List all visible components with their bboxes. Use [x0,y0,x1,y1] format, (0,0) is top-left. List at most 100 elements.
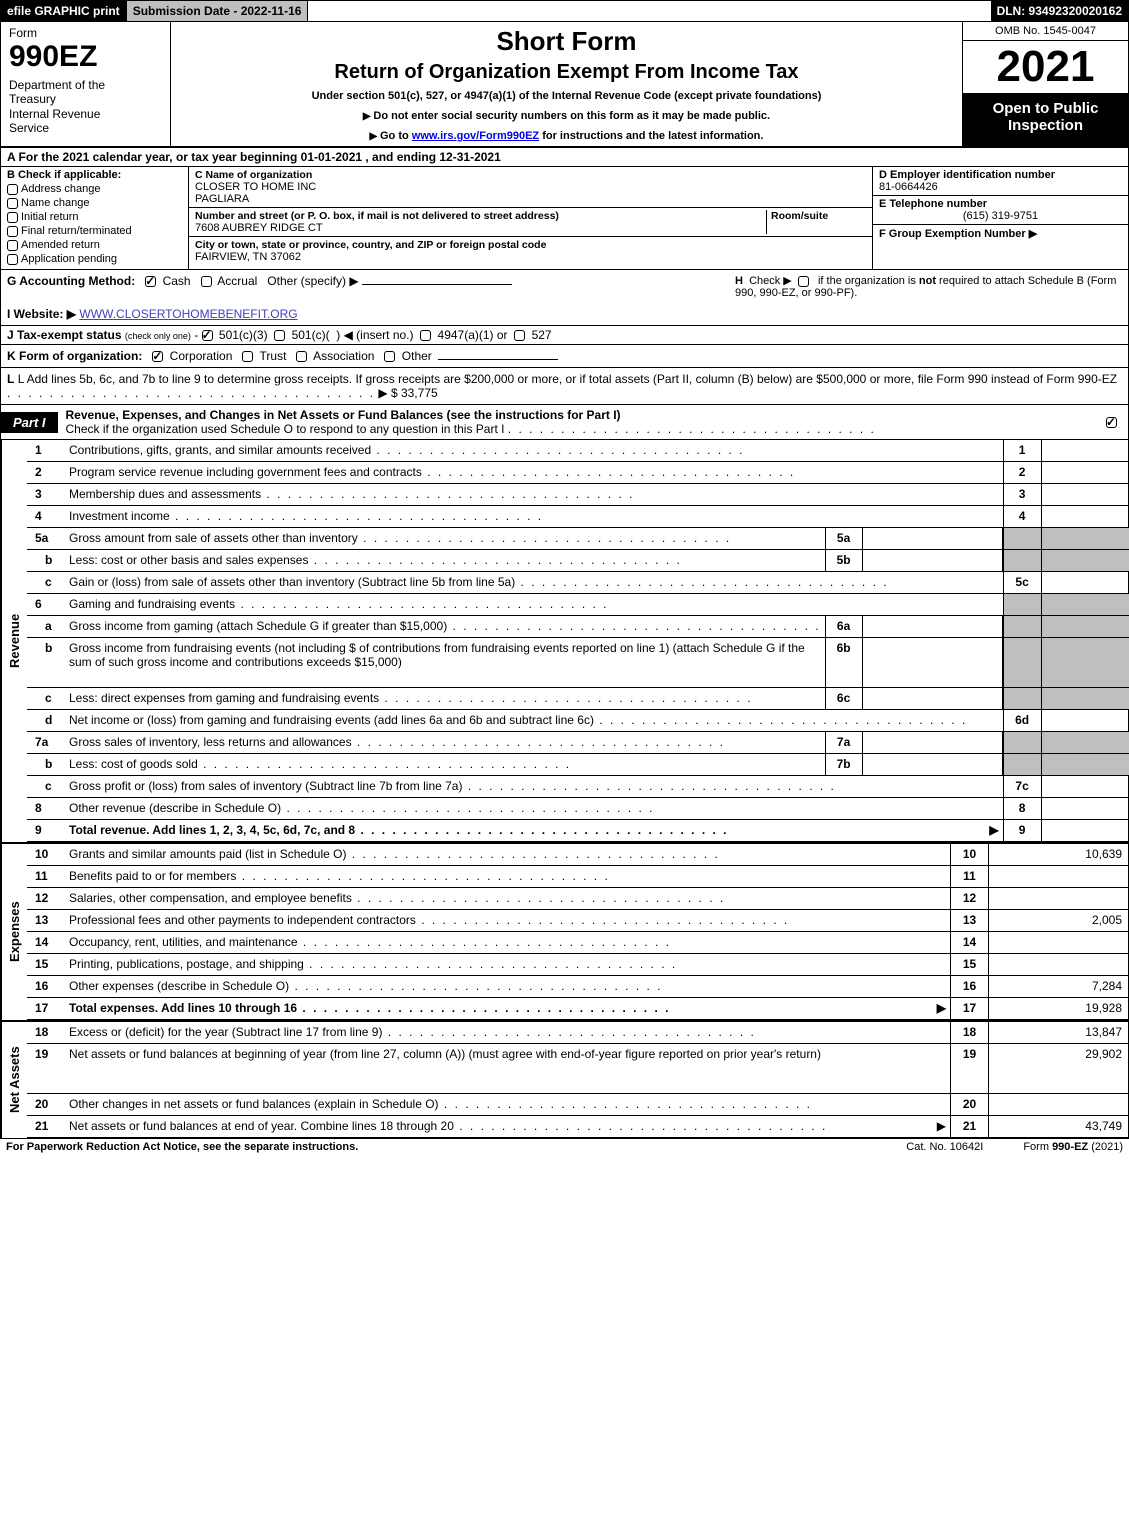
chk-501c3[interactable] [202,330,213,341]
line-row: 19Net assets or fund balances at beginni… [27,1044,1128,1094]
irs-link[interactable]: www.irs.gov/Form990EZ [412,130,539,142]
line-row: cGross profit or (loss) from sales of in… [27,776,1129,798]
submission-date: Submission Date - 2022-11-16 [127,1,309,21]
cell-number: 4 [1003,506,1041,527]
cell-number: 9 [1003,820,1041,841]
line-number: 5a [27,528,65,549]
j-sub: (check only one) [125,331,191,341]
inner-cell-num: 6a [825,616,863,637]
l-value: ▶ $ 33,775 [378,386,437,400]
org-addr-block: Number and street (or P. O. box, if mail… [189,208,872,237]
chk-other-org[interactable] [384,351,395,362]
cell-number: 16 [950,976,988,997]
line-number: 11 [27,866,65,887]
chk-corporation[interactable] [152,351,163,362]
ein-value: 81-0664426 [879,181,1122,193]
line-row: 7aGross sales of inventory, less returns… [27,732,1129,754]
chk-address-change[interactable]: Address change [7,183,182,195]
cell-value [1041,688,1129,709]
cell-number: 20 [950,1094,988,1115]
line-number: 16 [27,976,65,997]
line-description: Printing, publications, postage, and shi… [65,954,950,975]
net-assets-label: Net Assets [1,1022,27,1138]
line-row: bLess: cost or other basis and sales exp… [27,550,1129,572]
chk-4947[interactable] [420,330,431,341]
footer-right: Form 990-EZ (2021) [1023,1141,1123,1153]
chk-final-return[interactable]: Final return/terminated [7,225,182,237]
dln-label: DLN: 93492320020162 [991,1,1128,21]
line-description: Investment income [65,506,1003,527]
cell-value [1041,550,1129,571]
header-right: OMB No. 1545-0047 2021 Open to Public In… [963,22,1128,146]
chk-amended-return[interactable]: Amended return [7,239,182,251]
section-h: H Check ▶ if the organization is not req… [727,274,1122,299]
line-number: 18 [27,1022,65,1043]
line-description: Total expenses. Add lines 10 through 16 … [65,998,950,1019]
chk-name-change[interactable]: Name change [7,197,182,209]
chk-initial-return[interactable]: Initial return [7,211,182,223]
line-row: 20Other changes in net assets or fund ba… [27,1094,1128,1116]
form-org-row: K Form of organization: Corporation Trus… [1,345,1128,368]
i-label: I Website: ▶ [7,307,76,321]
line-row: 14Occupancy, rent, utilities, and mainte… [27,932,1128,954]
line-number: 13 [27,910,65,931]
line-description: Gross income from fundraising events (no… [65,638,825,687]
inner-cell-num: 6b [825,638,863,687]
cell-value: 29,902 [988,1044,1128,1093]
org-name-block: C Name of organization CLOSER TO HOME IN… [189,167,872,208]
chk-association[interactable] [296,351,307,362]
line-number: 21 [27,1116,65,1137]
header-left: Form 990EZ Department of theTreasuryInte… [1,22,171,146]
line-description: Total revenue. Add lines 1, 2, 3, 4, 5c,… [65,820,1003,841]
chk-accrual[interactable] [201,276,212,287]
line-number: 19 [27,1044,65,1093]
part-1-header: Part I Revenue, Expenses, and Changes in… [0,405,1129,440]
line-description: Gaming and fundraising events [65,594,1003,615]
cell-value: 2,005 [988,910,1128,931]
chk-application-pending[interactable]: Application pending [7,253,182,265]
chk-schedule-b[interactable] [798,276,809,287]
cell-value [988,954,1128,975]
cell-value [1041,798,1129,819]
cell-number: 13 [950,910,988,931]
line-number: 2 [27,462,65,483]
line-row: 3Membership dues and assessments3 [27,484,1129,506]
cell-value: 33,775 [1041,440,1129,461]
chk-cash[interactable] [145,276,156,287]
cell-value [1041,594,1129,615]
form-word: Form [9,26,162,40]
chk-501c[interactable] [274,330,285,341]
cell-number [1003,688,1041,709]
footer-center: Cat. No. 10642I [866,1141,1023,1153]
header-mid: Short Form Return of Organization Exempt… [171,22,963,146]
revenue-label: Revenue [1,440,27,842]
phone-label: E Telephone number [879,198,1122,210]
cell-value [988,888,1128,909]
cell-number [1003,594,1041,615]
inner-cell-num: 5a [825,528,863,549]
addr-label: Number and street (or P. O. box, if mail… [195,210,766,222]
line-number: 14 [27,932,65,953]
expenses-section: Expenses 10Grants and similar amounts pa… [0,844,1129,1022]
section-c: C Name of organization CLOSER TO HOME IN… [189,167,873,269]
ein-block: D Employer identification number 81-0664… [873,167,1128,196]
cell-value [1041,754,1129,775]
line-row: bLess: cost of goods sold7b [27,754,1129,776]
line-row: 1Contributions, gifts, grants, and simil… [27,440,1129,462]
website-link[interactable]: WWW.CLOSERTOHOMEBENEFIT.ORG [79,307,297,321]
part-1-checkbox[interactable] [1106,415,1128,429]
line-description: Net assets or fund balances at end of ye… [65,1116,950,1137]
chk-527[interactable] [514,330,525,341]
line-description: Net assets or fund balances at beginning… [65,1044,950,1093]
cell-number: 21 [950,1116,988,1137]
net-assets-section: Net Assets 18Excess or (deficit) for the… [0,1022,1129,1138]
room-label: Room/suite [771,210,866,222]
cell-value: 10,639 [988,844,1128,865]
line-row: 4Investment income4 [27,506,1129,528]
chk-trust[interactable] [242,351,253,362]
line-description: Grants and similar amounts paid (list in… [65,844,950,865]
inner-cell-num: 7a [825,732,863,753]
instruction-1: Do not enter social security numbers on … [179,110,954,122]
cell-number: 5c [1003,572,1041,593]
org-name: CLOSER TO HOME INCPAGLIARA [195,181,866,205]
